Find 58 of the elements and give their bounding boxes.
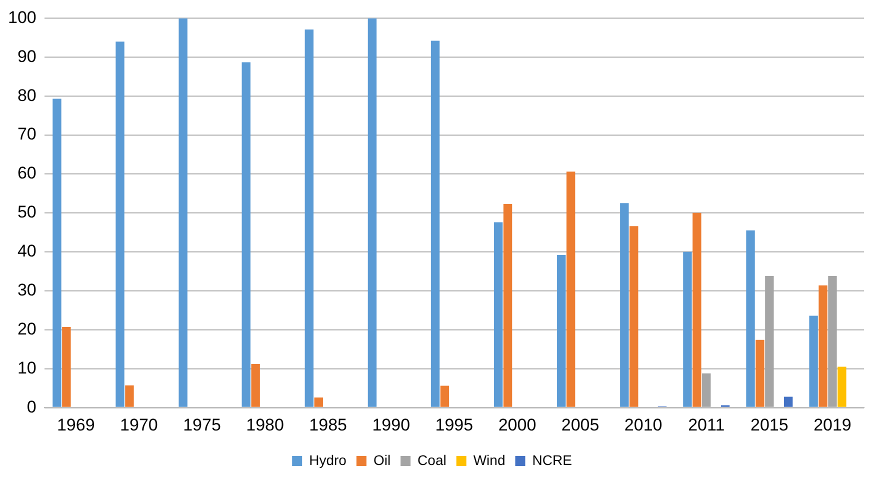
y-tick-label: 10 — [17, 358, 36, 378]
x-tick-label: 2011 — [688, 415, 725, 434]
y-tick-label: 30 — [17, 280, 36, 300]
x-tick-label: 1990 — [372, 415, 410, 434]
x-tick-label: 1970 — [120, 415, 158, 434]
legend-label: Hydro — [309, 452, 347, 468]
bar — [125, 385, 134, 407]
bar — [784, 396, 793, 407]
x-tick-label: 2000 — [498, 415, 536, 434]
bar — [630, 226, 638, 407]
x-tick-label: 1975 — [183, 415, 221, 434]
bar — [503, 204, 512, 407]
x-tick-label: 1995 — [435, 415, 474, 434]
bar — [314, 397, 323, 407]
legend-label: Oil — [373, 452, 391, 468]
bar — [692, 212, 702, 407]
y-tick-label: 40 — [17, 242, 36, 261]
bar — [566, 172, 576, 407]
y-tick-label: 100 — [8, 8, 36, 27]
bar — [440, 386, 450, 407]
bar — [304, 29, 314, 407]
y-tick-label: 0 — [26, 397, 36, 416]
bar — [368, 18, 377, 407]
bar — [756, 340, 764, 407]
y-tick-label: 20 — [17, 319, 36, 338]
y-tick-label: 60 — [17, 164, 36, 183]
bar — [251, 364, 260, 407]
bar — [702, 373, 711, 407]
y-tick-label: 90 — [17, 46, 36, 66]
legend-label: NCRE — [532, 452, 572, 468]
x-tick-label: 1980 — [246, 415, 284, 434]
x-tick-label: 2005 — [561, 415, 600, 434]
bar — [620, 203, 629, 407]
bar — [818, 285, 828, 407]
bar — [746, 230, 755, 407]
bar — [178, 18, 188, 407]
bar — [683, 252, 692, 407]
bar — [809, 316, 818, 407]
bar — [62, 326, 71, 407]
bar — [116, 42, 124, 407]
x-tick-label: 2019 — [814, 415, 852, 434]
bar — [838, 366, 846, 407]
x-tick-label: 1985 — [309, 415, 347, 434]
bar — [828, 276, 837, 407]
bar — [430, 40, 440, 407]
bar — [52, 98, 62, 407]
bar — [242, 62, 250, 407]
y-tick-label: 50 — [17, 202, 36, 222]
bar — [494, 222, 503, 407]
legend-label: Wind — [473, 452, 506, 468]
y-tick-label: 80 — [17, 86, 36, 105]
x-tick-label: 1969 — [56, 415, 95, 434]
x-tick-label: 2010 — [624, 415, 662, 434]
bar — [557, 254, 566, 407]
bar — [765, 276, 774, 407]
x-tick-label: 2015 — [750, 415, 788, 434]
y-tick-label: 70 — [17, 124, 36, 144]
legend-label: Coal — [418, 452, 446, 468]
